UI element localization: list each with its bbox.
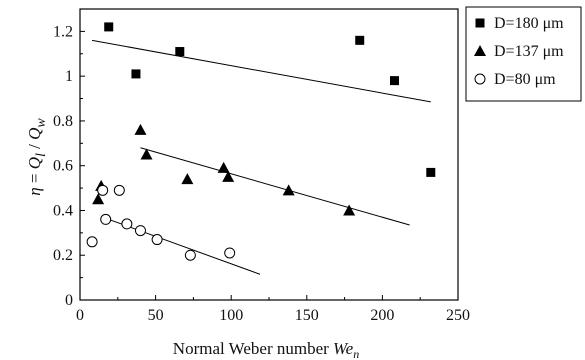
y-axis-title-q2: Q — [25, 128, 44, 140]
y-axis-title-eq: = — [25, 169, 44, 187]
plot-frame — [79, 8, 459, 301]
y-tick-label: 0 — [65, 292, 73, 309]
fit-line — [92, 39, 431, 103]
triangle-marker — [343, 204, 356, 216]
y-axis-ticks: 0 0.2 0.4 0.6 0.8 1 1.2 — [53, 8, 85, 309]
y-axis-title-sub1: l — [34, 153, 49, 157]
circle-marker — [151, 234, 163, 246]
triangle-marker — [92, 193, 105, 205]
legend-label: D=180 μm — [494, 15, 564, 32]
y-tick-label: 0.2 — [53, 247, 73, 264]
triangle-marker — [282, 184, 295, 196]
legend-circle-icon — [474, 73, 486, 85]
square-marker — [104, 22, 114, 32]
x-axis-title-subscript: n — [353, 347, 359, 360]
triangle-marker — [140, 148, 153, 160]
y-axis-title-eta: η — [25, 187, 44, 195]
legend-box — [465, 6, 582, 102]
legend-label: D=80 μm — [494, 71, 556, 88]
circle-marker — [184, 249, 196, 261]
y-axis-title-q1: Q — [25, 157, 44, 169]
y-tick-label: 1 — [65, 68, 73, 85]
data-markers — [86, 22, 436, 261]
legend: D=180 μm D=137 μm D=80 μm — [465, 6, 582, 102]
y-tick-label: 1.2 — [53, 23, 73, 40]
circle-marker — [86, 236, 98, 248]
x-axis-title-symbol: We — [333, 339, 354, 358]
y-tick-label: 0.8 — [53, 113, 73, 130]
circle-marker — [100, 213, 112, 225]
x-tick-label: 0 — [76, 307, 84, 324]
plot-border — [79, 8, 459, 301]
circle-marker — [97, 184, 109, 196]
triangle-marker — [134, 123, 147, 135]
triangle-marker — [181, 173, 194, 185]
square-marker — [131, 69, 141, 79]
y-axis-title: η = Ql / Qw — [25, 118, 49, 196]
y-tick-label: 0.6 — [53, 158, 73, 175]
legend-triangle-icon — [474, 45, 486, 56]
triangle-marker — [222, 170, 235, 182]
y-axis-title-slash: / — [25, 140, 44, 153]
x-tick-label: 100 — [219, 307, 243, 324]
x-tick-label: 50 — [148, 307, 164, 324]
x-axis-title-prefix: Normal Weber number — [173, 339, 333, 358]
circle-marker — [121, 218, 133, 230]
square-marker — [426, 167, 436, 177]
square-marker — [389, 76, 399, 86]
circle-marker — [134, 225, 146, 237]
x-axis-ticks: 0 50 100 150 200 250 — [76, 295, 470, 324]
y-tick-label: 0.4 — [53, 202, 73, 219]
circle-marker — [224, 247, 236, 259]
x-axis-title: Normal Weber number Wen — [173, 339, 359, 360]
square-marker — [175, 47, 185, 57]
legend-label: D=137 μm — [494, 43, 564, 60]
legend-square-icon — [475, 18, 485, 28]
y-axis-title-sub2: w — [34, 118, 49, 128]
square-marker — [355, 35, 365, 45]
x-tick-label: 150 — [295, 307, 319, 324]
triangle-marker — [217, 161, 230, 173]
x-tick-label: 250 — [446, 307, 470, 324]
fit-line — [140, 147, 410, 226]
x-tick-label: 200 — [370, 307, 394, 324]
circle-marker — [113, 184, 125, 196]
